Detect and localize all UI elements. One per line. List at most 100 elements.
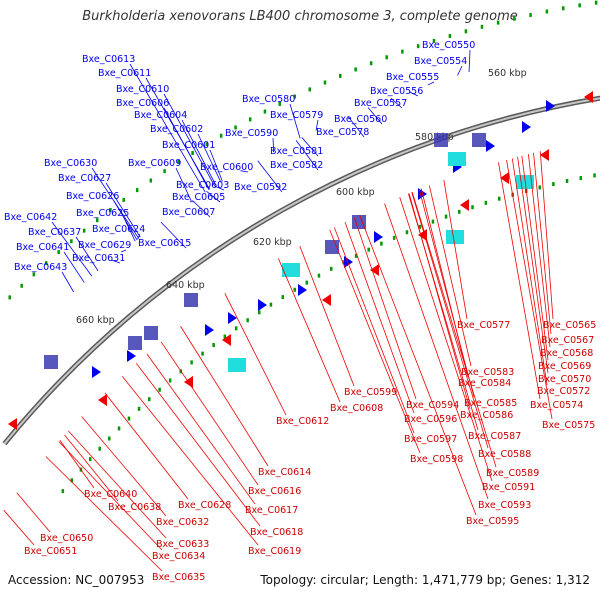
gene-leader-line (129, 63, 206, 193)
gene-leader-line (315, 119, 319, 131)
inner-ring-tick (70, 478, 74, 483)
outer-ring-tick (354, 67, 357, 72)
gene-leader-line (278, 258, 341, 403)
gene-label: Bxe_C0631 (72, 253, 125, 264)
genome-backbone-highlight (3, 97, 600, 445)
forward-gene-mark (258, 299, 267, 311)
gene-label: Bxe_C0568 (540, 348, 593, 359)
inner-ring-tick (552, 182, 555, 187)
outer-ring-tick (109, 207, 112, 212)
gene-leader-line (64, 434, 119, 502)
gene-leader-line (163, 107, 210, 190)
inner-ring-tick (444, 214, 448, 219)
gene-leader-line (59, 440, 95, 489)
inner-ring-tick (201, 351, 204, 356)
inner-ring-tick (471, 205, 474, 210)
gene-label: Bxe_C0609 (128, 158, 181, 169)
gene-label: Bxe_C0582 (270, 160, 323, 171)
gene-label: Bxe_C0619 (248, 546, 301, 557)
gene-leader-line (105, 182, 141, 238)
inner-ring-tick (61, 489, 65, 494)
gene-leader-line (136, 363, 261, 527)
gene-leader-line (68, 430, 167, 539)
outer-ring-tick (339, 73, 342, 78)
gene-label: Bxe_C0579 (270, 110, 323, 121)
inner-ring-tick (223, 334, 227, 339)
gene-leader-line (45, 456, 163, 572)
inner-ring-tick (354, 253, 358, 258)
gene-leader-line (527, 154, 551, 348)
inner-ring-tick (127, 416, 131, 421)
outer-ring-tick (416, 44, 420, 49)
gene-label: Bxe_C0572 (537, 386, 590, 397)
inner-ring-tick (281, 295, 285, 300)
outer-ring-tick (82, 228, 86, 233)
forward-gene-block (472, 133, 486, 147)
gene-label: Bxe_C0613 (82, 54, 135, 65)
inner-ring-tick (579, 176, 583, 181)
outer-ring-tick (385, 55, 388, 60)
outer-ring-tick (401, 49, 404, 54)
gene-leader-line (209, 149, 223, 182)
forward-gene-mark (127, 350, 136, 362)
outer-ring-tick (8, 295, 11, 300)
reverse-gene-mark (98, 394, 107, 406)
gene-label: Bxe_C0575 (542, 420, 595, 431)
inner-ring-tick (380, 241, 383, 246)
gene-leader-line (16, 492, 51, 533)
gene-label: Bxe_C0607 (162, 207, 215, 218)
gene-label: Bxe_C0560 (334, 114, 387, 125)
outer-ring-tick (496, 20, 500, 25)
forward-gene-mark (228, 312, 237, 324)
outer-ring-tick (57, 250, 60, 255)
gene-leader-line (289, 103, 301, 139)
gene-leader-line (506, 159, 553, 420)
forward-gene-mark (374, 231, 383, 243)
gene-leader-line (181, 119, 217, 186)
position-label: 560 kbp (488, 68, 527, 79)
outer-ring-tick (20, 283, 23, 288)
gene-leader-line (58, 441, 163, 551)
gene-label: Bxe_C0610 (116, 84, 169, 95)
gene-label: Bxe_C0642 (4, 212, 57, 223)
inner-ring-tick (367, 247, 370, 252)
gene-leader-line (533, 152, 552, 335)
gene-label: Bxe_C0627 (58, 173, 111, 184)
outer-ring-tick (578, 3, 581, 8)
gene-leader-line (428, 185, 472, 367)
gene-leader-line (498, 162, 541, 400)
inner-ring-tick (246, 318, 249, 323)
gene-label: Bxe_C0624 (92, 224, 145, 235)
gene-leader-line (121, 249, 127, 253)
gene-label: Bxe_C0603 (176, 180, 229, 191)
gene-leader-line (63, 251, 85, 283)
gene-leader-line (517, 156, 549, 374)
gene-label: Bxe_C0600 (200, 162, 253, 173)
gene-label: Bxe_C0604 (134, 110, 187, 121)
inner-ring-tick (212, 343, 215, 348)
gene-label: Bxe_C0556 (370, 86, 423, 97)
position-label: 640 kbp (166, 280, 205, 291)
gene-leader-line (301, 137, 319, 157)
gene-leader-line (468, 49, 471, 72)
inner-ring-tick (269, 302, 273, 307)
inner-ring-tick (190, 360, 193, 365)
gene-label: Bxe_C0569 (538, 361, 591, 372)
inner-ring-tick (257, 310, 261, 315)
gene-label: Bxe_C0595 (466, 516, 519, 527)
position-label: 600 kbp (336, 187, 375, 198)
gene-label: Bxe_C0618 (250, 527, 303, 538)
gene-leader-line (224, 293, 287, 416)
gene-leader-line (272, 137, 275, 153)
map-title: Burkholderia xenovorans LB400 chromosome… (82, 9, 518, 24)
gene-label: Bxe_C0590 (225, 128, 278, 139)
forward-gene-mark (522, 121, 531, 133)
gene-label: Bxe_C0651 (24, 546, 77, 557)
gene-label: Bxe_C0638 (108, 502, 161, 513)
gc-content-block (228, 358, 246, 372)
gene-label: Bxe_C0588 (478, 449, 531, 460)
reverse-gene-mark (370, 264, 379, 276)
genome-stats-label: Topology: circular; Length: 1,471,779 bp… (260, 573, 590, 587)
reverse-gene-mark (460, 199, 469, 211)
gene-leader-line (299, 245, 355, 387)
